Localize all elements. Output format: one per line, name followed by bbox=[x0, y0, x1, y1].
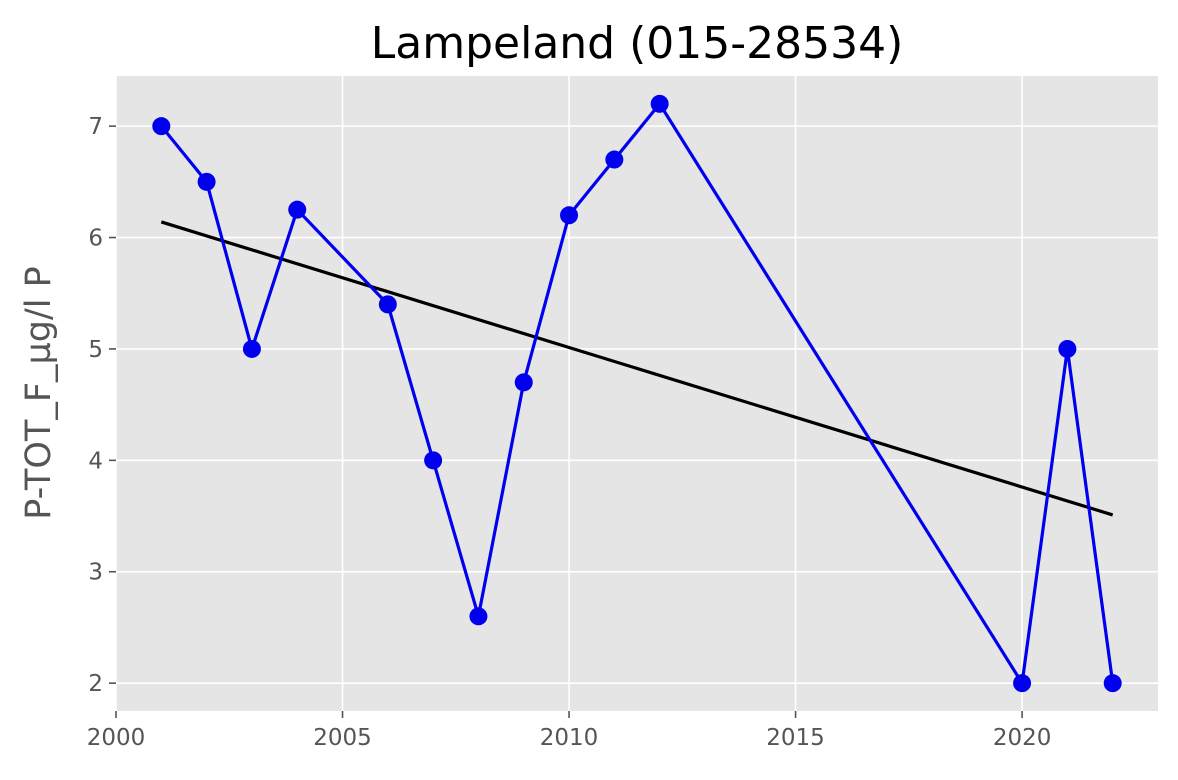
data-point bbox=[1103, 674, 1122, 693]
series-line bbox=[160, 102, 1115, 685]
trend-layer bbox=[160, 220, 1114, 517]
data-point bbox=[605, 150, 624, 169]
y-tick-label: 6 bbox=[88, 226, 103, 252]
trend-line bbox=[160, 220, 1114, 517]
x-tick-label: 2015 bbox=[766, 725, 825, 751]
data-point bbox=[378, 295, 397, 314]
y-tick-label: 4 bbox=[88, 448, 103, 474]
x-tick-label: 2005 bbox=[313, 725, 372, 751]
y-tick-label: 5 bbox=[88, 337, 103, 363]
data-point bbox=[424, 451, 443, 470]
data-point bbox=[469, 607, 488, 626]
data-point bbox=[514, 373, 533, 392]
chart-title: Lampeland (015-28534) bbox=[371, 18, 904, 69]
y-tick-label: 3 bbox=[88, 560, 103, 586]
y-tick-label: 7 bbox=[88, 114, 103, 140]
data-point bbox=[288, 200, 307, 219]
x-tick-label: 2000 bbox=[87, 725, 146, 751]
data-point bbox=[650, 94, 669, 113]
data-point bbox=[242, 339, 261, 358]
data-point bbox=[560, 206, 579, 225]
x-tick-label: 2020 bbox=[993, 725, 1052, 751]
series-layer bbox=[152, 94, 1122, 693]
data-point bbox=[1013, 674, 1032, 693]
y-axis-label: P-TOT_F_µg/l P bbox=[19, 266, 59, 519]
x-tick-label: 2010 bbox=[540, 725, 599, 751]
axis-ticks: 2000 2005 2010 2015 2020 2 3 4 5 6 7 bbox=[87, 114, 1052, 751]
data-point bbox=[197, 172, 216, 191]
data-point bbox=[152, 117, 171, 136]
grid-layer bbox=[115, 76, 1158, 711]
y-tick-label: 2 bbox=[88, 671, 103, 697]
data-point bbox=[1058, 339, 1077, 358]
plot-area bbox=[116, 76, 1158, 711]
